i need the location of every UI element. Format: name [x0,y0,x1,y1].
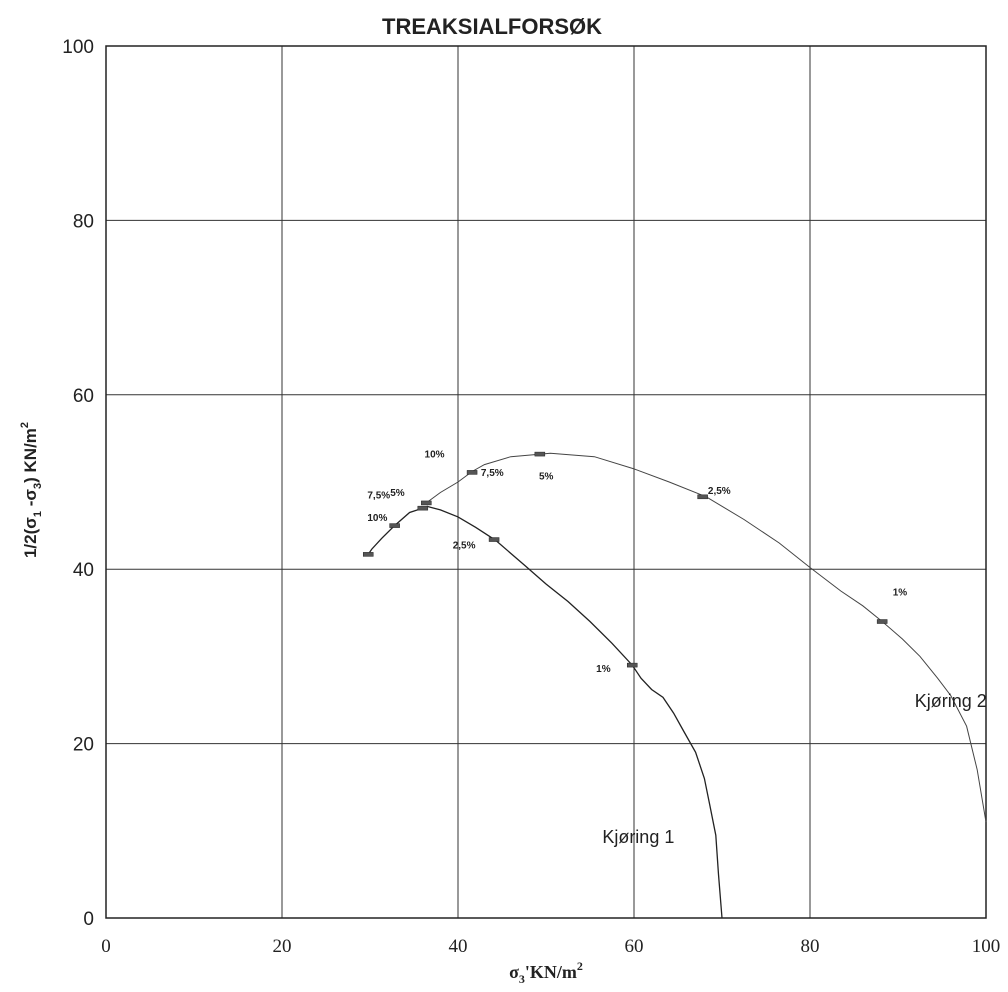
data-point-marker [421,500,432,506]
x-tick-label: 40 [449,936,468,957]
data-point-marker [697,494,708,500]
plot-frame [105,45,987,919]
data-point-marker [534,451,546,457]
data-point-marker [389,523,400,528]
series-labels: Kjøring 1 Kjøring 2 [602,691,986,847]
y-axis: 0 20 40 60 80 100 [62,37,94,930]
series-curves [367,452,987,919]
series-label-2: Kjøring 2 [915,691,987,711]
y-tick-label: 0 [83,909,94,930]
series-label-1: Kjøring 1 [602,827,674,847]
y-tick-label: 60 [73,386,94,407]
point-annotations: 1%2,5%5%10%1%2,5%5%7,5%7,5%10% [367,450,907,676]
series-line-2 [426,452,987,823]
data-point-marker [488,537,500,542]
x-axis-label: σ3'KN/m2 [509,959,583,986]
y-tick-label: 80 [73,211,94,232]
point-label: 1% [893,587,908,598]
point-label: 10% [425,450,445,461]
data-point-marker [466,470,478,475]
y-tick-label: 100 [62,37,94,58]
x-tick-label: 80 [801,936,820,957]
point-label: 10% [367,513,387,524]
point-label: 5% [539,471,554,482]
point-label: 2,5% [453,540,476,551]
chart-title: TREAKSIALFORSØK [382,14,602,39]
grid [106,46,986,918]
point-label: 2,5% [708,486,731,497]
x-axis: 0 20 40 60 80 100 [101,936,1000,957]
x-tick-label: 20 [273,936,292,957]
y-tick-label: 20 [73,735,94,756]
data-point-marker [362,552,374,557]
x-tick-label: 100 [972,936,1001,957]
x-tick-label: 0 [101,936,111,957]
point-label: 5% [390,488,405,499]
data-point-marker [876,619,888,624]
y-axis-label: 1/2(σ1 -σ3) KN/m2 [19,422,44,558]
point-label: 7,5% [367,491,390,502]
x-tick-label: 60 [625,936,644,957]
point-label: 1% [596,664,611,675]
point-label: 7,5% [481,468,504,479]
series-line-1 [367,505,723,919]
data-point-marker [417,505,429,511]
y-tick-label: 40 [73,560,94,581]
data-point-marker [626,662,638,668]
series-markers [362,451,888,668]
